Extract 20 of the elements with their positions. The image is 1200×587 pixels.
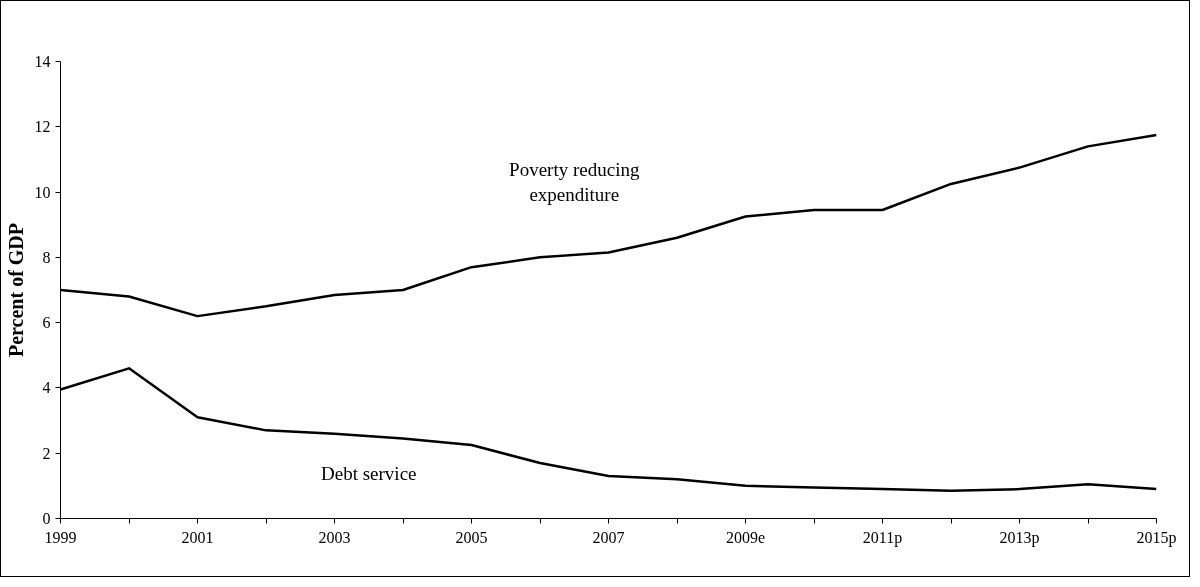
x-tick-label: 2003 [318,528,351,546]
y-tick-label: 4 [42,379,51,397]
y-tick-label: 14 [34,53,51,70]
y-tick-label: 8 [42,248,51,266]
y-axis-title: Percent of GDP [4,222,27,358]
x-tick-label: 2011p [862,528,903,547]
x-tick-label: 2015p [1136,528,1177,547]
x-tick-label: 2013p [999,528,1040,547]
y-tick-label: 12 [34,118,51,136]
x-tick-label: 1999 [44,528,77,546]
y-tick-label: 2 [42,444,51,462]
y-tick-label: 6 [42,314,51,332]
y-tick-label: 10 [34,183,51,201]
x-tick-label: 2005 [455,528,488,546]
y-tick-label: 0 [42,510,51,527]
series-label: Debt service [321,463,417,485]
text: Poverty reducing expenditure [509,158,640,206]
x-tick-label: 2001 [181,528,214,546]
x-tick-label: 2007 [592,528,625,546]
x-tick-label: 2009e [725,528,766,546]
